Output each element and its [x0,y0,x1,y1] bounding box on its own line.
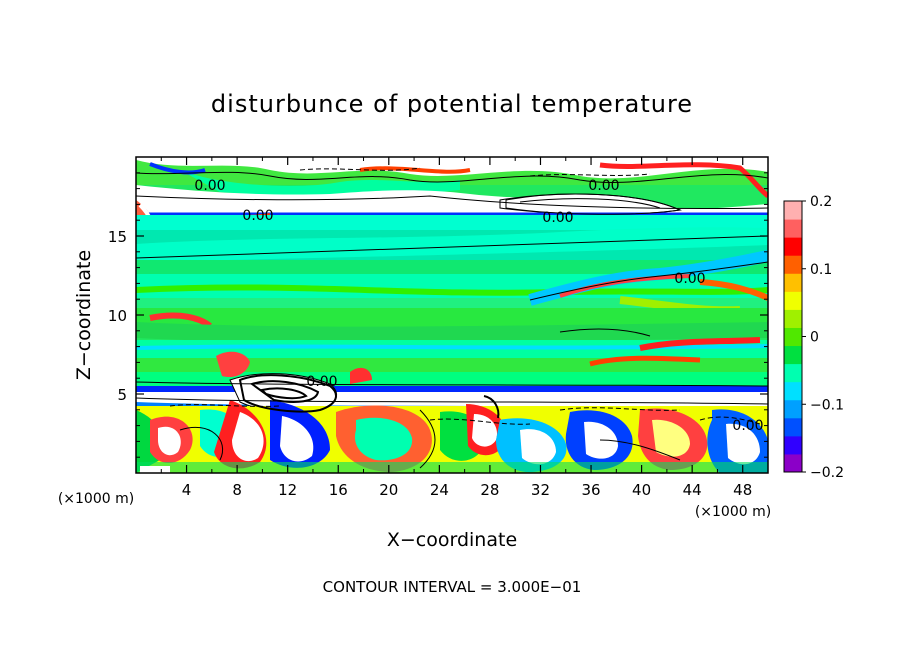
colorbar-swatch [784,327,802,347]
colorbar-tick-label: −0.1 [810,397,844,413]
x-tick-label: 20 [379,481,398,499]
contour-label: 0.00 [242,208,273,224]
colorbar-tick-label: 0.2 [810,194,832,210]
colorbar-swatch [784,363,802,383]
x-unit-left: (×1000 m) [58,491,134,507]
x-tick-label: 24 [430,481,449,499]
colorbar-swatch [784,399,802,419]
y-axis: 5 10 15 [108,172,768,458]
y-tick-label: 15 [108,228,127,246]
x-unit-right: (×1000 m) [695,504,771,520]
colorbar-tick-label: 0.1 [810,262,832,278]
x-axis-label: X−coordinate [387,529,517,551]
contour-labels: 0.00 0.00 0.00 0.00 0.00 0.00 0.00 [194,178,763,434]
x-tick-label: 40 [632,481,651,499]
colorbar-swatch [784,237,802,256]
contour-label: 0.00 [194,178,225,194]
colorbar-swatch [784,291,802,310]
colorbar-swatch [784,417,802,437]
colorbar-swatch [784,381,802,401]
y-axis-label: Z−coordinate [73,250,95,380]
colorbar-swatch [784,453,802,473]
colorbar: 0.2 0.1 0 −0.1 −0.2 [783,194,844,481]
negative-contour-lines [169,167,761,425]
contour-label: 0.00 [588,178,619,194]
colorbar-swatch [784,255,802,274]
heatmap-field [136,157,768,473]
y-tick-label: 5 [117,386,127,404]
x-tick-label: 48 [733,481,752,499]
x-tick-label: 4 [182,481,192,499]
x-tick-label: 8 [232,481,242,499]
x-tick-label: 44 [683,481,702,499]
colorbar-tick-label: −0.2 [810,465,844,481]
x-tick-label: 36 [581,481,600,499]
contour-label: 0.00 [674,271,705,287]
colorbar-swatch [784,345,802,365]
colorbar-swatch [784,435,802,455]
x-tick-label: 12 [278,481,297,499]
x-axis: 4 8 12 16 20 24 28 32 36 40 44 48 [160,157,752,499]
contour-interval-footer: CONTOUR INTERVAL = 3.000E−01 [323,578,582,596]
x-tick-label: 16 [329,481,348,499]
x-tick-label: 28 [480,481,499,499]
contour-label: 0.00 [306,374,337,390]
colorbar-tick-label: 0 [810,330,819,346]
contour-label: 0.00 [732,418,763,434]
colorbar-swatch [784,309,802,328]
colorbar-swatch [784,273,802,292]
contour-lines [136,171,768,469]
contour-label: 0.00 [542,210,573,226]
x-tick-label: 32 [531,481,550,499]
colorbar-swatch [784,219,802,238]
chart-title: disturbunce of potential temperature [211,90,693,118]
colorbar-swatch [784,201,802,220]
y-tick-label: 10 [108,307,127,325]
